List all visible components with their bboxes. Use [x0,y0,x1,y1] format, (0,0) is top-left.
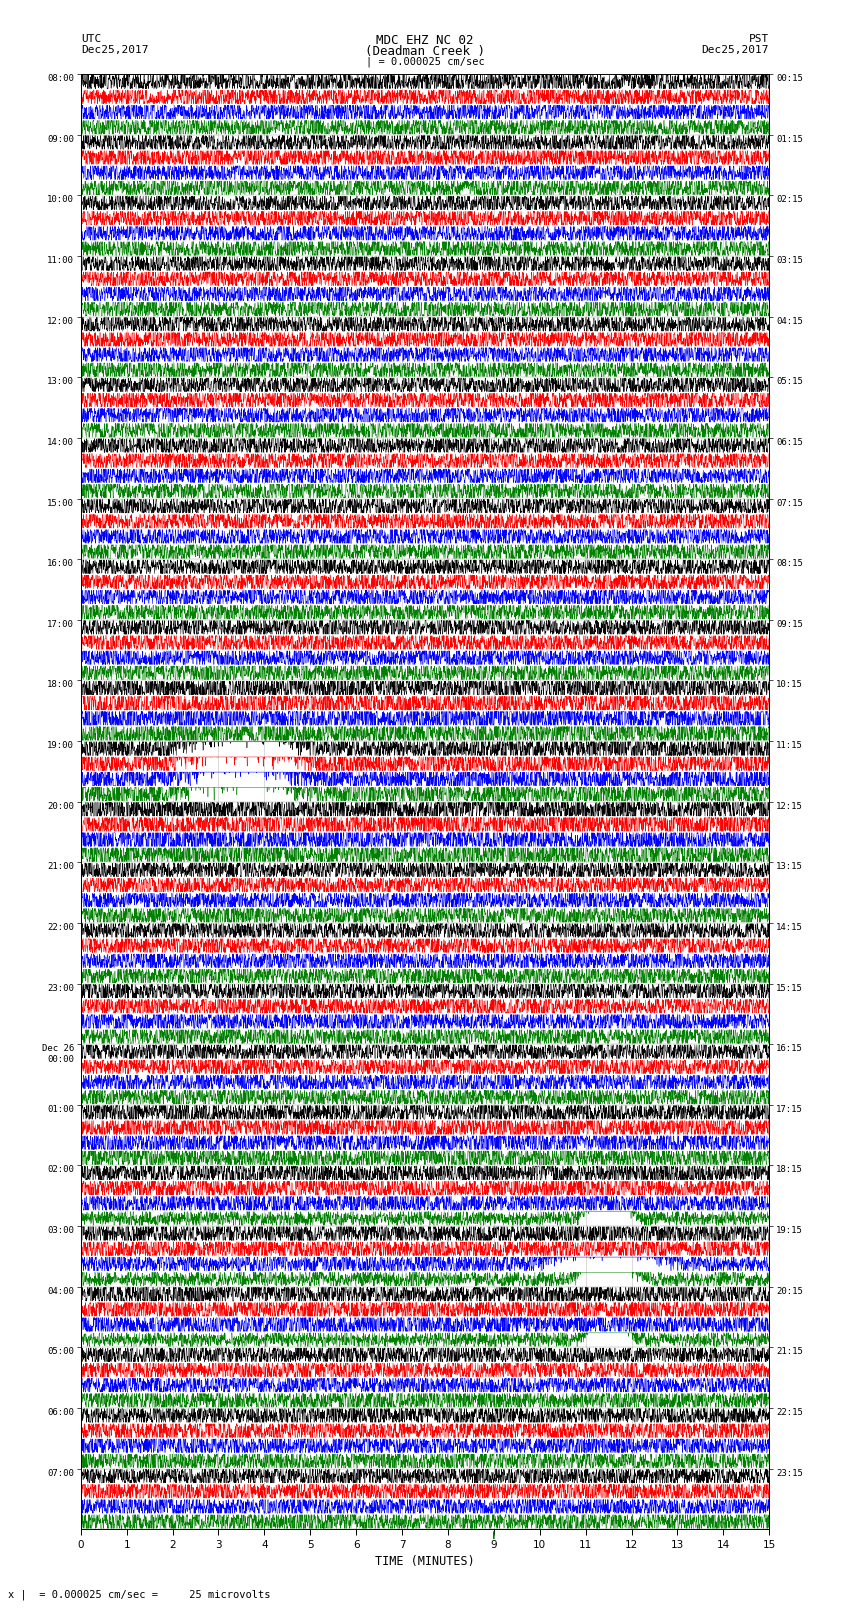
Text: Dec25,2017: Dec25,2017 [81,45,148,55]
X-axis label: TIME (MINUTES): TIME (MINUTES) [375,1555,475,1568]
Text: MDC EHZ NC 02: MDC EHZ NC 02 [377,34,473,47]
Text: Dec25,2017: Dec25,2017 [702,45,769,55]
Text: UTC: UTC [81,34,101,44]
Text: | = 0.000025 cm/sec: | = 0.000025 cm/sec [366,56,484,68]
Text: x |  = 0.000025 cm/sec =     25 microvolts: x | = 0.000025 cm/sec = 25 microvolts [8,1589,271,1600]
Text: PST: PST [749,34,769,44]
Text: (Deadman Creek ): (Deadman Creek ) [365,45,485,58]
